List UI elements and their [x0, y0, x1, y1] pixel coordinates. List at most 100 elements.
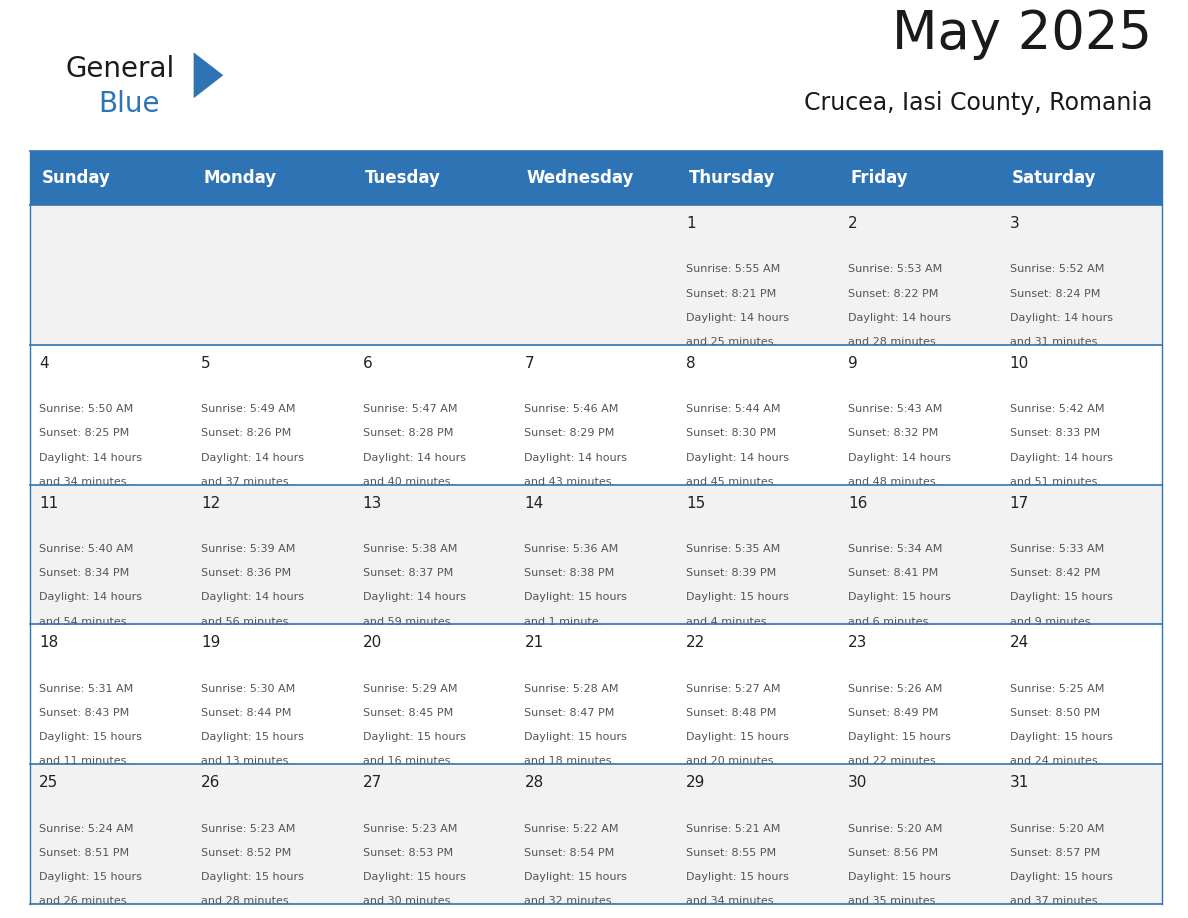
Text: Daylight: 15 hours: Daylight: 15 hours — [524, 592, 627, 602]
Text: 23: 23 — [848, 635, 867, 651]
Text: and 37 minutes.: and 37 minutes. — [1010, 896, 1101, 906]
Text: Sunset: 8:52 PM: Sunset: 8:52 PM — [201, 848, 291, 858]
Text: Sunset: 8:50 PM: Sunset: 8:50 PM — [1010, 708, 1100, 718]
Text: 6: 6 — [362, 355, 372, 371]
Text: Daylight: 14 hours: Daylight: 14 hours — [524, 453, 627, 463]
Text: 2: 2 — [848, 216, 858, 230]
Text: and 34 minutes.: and 34 minutes. — [687, 896, 777, 906]
Text: Sunrise: 5:47 AM: Sunrise: 5:47 AM — [362, 404, 457, 414]
Text: and 51 minutes.: and 51 minutes. — [1010, 476, 1100, 487]
Text: and 48 minutes.: and 48 minutes. — [848, 476, 940, 487]
Text: Sunrise: 5:20 AM: Sunrise: 5:20 AM — [848, 824, 942, 834]
FancyBboxPatch shape — [30, 624, 1162, 765]
Text: Sunset: 8:43 PM: Sunset: 8:43 PM — [39, 708, 129, 718]
Text: Daylight: 15 hours: Daylight: 15 hours — [39, 733, 143, 743]
Text: Daylight: 15 hours: Daylight: 15 hours — [848, 733, 950, 743]
Text: Daylight: 15 hours: Daylight: 15 hours — [687, 733, 789, 743]
Text: Daylight: 15 hours: Daylight: 15 hours — [39, 872, 143, 882]
Text: and 1 minute.: and 1 minute. — [524, 617, 602, 627]
Text: and 22 minutes.: and 22 minutes. — [848, 756, 940, 767]
Text: Sunset: 8:48 PM: Sunset: 8:48 PM — [687, 708, 777, 718]
Text: Daylight: 14 hours: Daylight: 14 hours — [1010, 453, 1113, 463]
Text: Sunset: 8:33 PM: Sunset: 8:33 PM — [1010, 429, 1100, 439]
Polygon shape — [194, 52, 223, 98]
Text: 21: 21 — [524, 635, 544, 651]
Text: 16: 16 — [848, 496, 867, 510]
Text: 26: 26 — [201, 776, 220, 790]
FancyBboxPatch shape — [30, 205, 1162, 344]
Text: 29: 29 — [687, 776, 706, 790]
Text: Sunrise: 5:21 AM: Sunrise: 5:21 AM — [687, 824, 781, 834]
Text: 28: 28 — [524, 776, 544, 790]
Text: Sunset: 8:24 PM: Sunset: 8:24 PM — [1010, 288, 1100, 298]
Text: Daylight: 15 hours: Daylight: 15 hours — [524, 872, 627, 882]
Text: Sunrise: 5:36 AM: Sunrise: 5:36 AM — [524, 544, 619, 554]
Text: Daylight: 14 hours: Daylight: 14 hours — [39, 453, 143, 463]
Text: Sunrise: 5:55 AM: Sunrise: 5:55 AM — [687, 264, 781, 274]
Text: Friday: Friday — [851, 169, 908, 187]
Text: Sunday: Sunday — [42, 169, 110, 187]
Text: Tuesday: Tuesday — [365, 169, 441, 187]
Text: and 32 minutes.: and 32 minutes. — [524, 896, 615, 906]
Text: Sunset: 8:36 PM: Sunset: 8:36 PM — [201, 568, 291, 578]
Text: and 37 minutes.: and 37 minutes. — [201, 476, 292, 487]
Text: Sunset: 8:51 PM: Sunset: 8:51 PM — [39, 848, 129, 858]
Text: Daylight: 15 hours: Daylight: 15 hours — [362, 872, 466, 882]
Text: and 28 minutes.: and 28 minutes. — [201, 896, 292, 906]
Text: Monday: Monday — [203, 169, 277, 187]
Text: Sunrise: 5:38 AM: Sunrise: 5:38 AM — [362, 544, 457, 554]
Text: Sunset: 8:44 PM: Sunset: 8:44 PM — [201, 708, 291, 718]
Text: Daylight: 14 hours: Daylight: 14 hours — [687, 453, 789, 463]
Text: 9: 9 — [848, 355, 858, 371]
Text: 3: 3 — [1010, 216, 1019, 230]
Text: Sunrise: 5:40 AM: Sunrise: 5:40 AM — [39, 544, 133, 554]
Text: 12: 12 — [201, 496, 220, 510]
Text: 7: 7 — [524, 355, 535, 371]
Text: 24: 24 — [1010, 635, 1029, 651]
Text: 14: 14 — [524, 496, 544, 510]
Text: May 2025: May 2025 — [892, 7, 1152, 60]
Text: Sunset: 8:49 PM: Sunset: 8:49 PM — [848, 708, 939, 718]
Text: 20: 20 — [362, 635, 381, 651]
Text: and 20 minutes.: and 20 minutes. — [687, 756, 777, 767]
Text: 25: 25 — [39, 776, 58, 790]
Text: and 9 minutes.: and 9 minutes. — [1010, 617, 1094, 627]
Text: Crucea, Iasi County, Romania: Crucea, Iasi County, Romania — [804, 91, 1152, 115]
Text: and 11 minutes.: and 11 minutes. — [39, 756, 131, 767]
Text: and 40 minutes.: and 40 minutes. — [362, 476, 454, 487]
Text: Daylight: 15 hours: Daylight: 15 hours — [1010, 592, 1112, 602]
Text: Daylight: 14 hours: Daylight: 14 hours — [687, 313, 789, 322]
Text: Thursday: Thursday — [689, 169, 775, 187]
Text: and 54 minutes.: and 54 minutes. — [39, 617, 131, 627]
Text: and 26 minutes.: and 26 minutes. — [39, 896, 131, 906]
Text: Daylight: 15 hours: Daylight: 15 hours — [848, 592, 950, 602]
Text: Sunset: 8:54 PM: Sunset: 8:54 PM — [524, 848, 614, 858]
FancyBboxPatch shape — [30, 765, 1162, 904]
Text: and 25 minutes.: and 25 minutes. — [687, 337, 777, 347]
FancyBboxPatch shape — [30, 485, 1162, 624]
Text: 27: 27 — [362, 776, 381, 790]
Text: Sunset: 8:30 PM: Sunset: 8:30 PM — [687, 429, 776, 439]
Text: Sunrise: 5:29 AM: Sunrise: 5:29 AM — [362, 684, 457, 694]
Text: and 24 minutes.: and 24 minutes. — [1010, 756, 1101, 767]
Text: and 35 minutes.: and 35 minutes. — [848, 896, 939, 906]
Text: Sunset: 8:53 PM: Sunset: 8:53 PM — [362, 848, 453, 858]
Text: Daylight: 14 hours: Daylight: 14 hours — [848, 313, 950, 322]
Text: 15: 15 — [687, 496, 706, 510]
Text: 4: 4 — [39, 355, 49, 371]
Text: 22: 22 — [687, 635, 706, 651]
Text: and 13 minutes.: and 13 minutes. — [201, 756, 292, 767]
Text: 17: 17 — [1010, 496, 1029, 510]
Text: Sunset: 8:22 PM: Sunset: 8:22 PM — [848, 288, 939, 298]
Text: 1: 1 — [687, 216, 696, 230]
Text: Sunrise: 5:43 AM: Sunrise: 5:43 AM — [848, 404, 942, 414]
Text: Sunrise: 5:44 AM: Sunrise: 5:44 AM — [687, 404, 781, 414]
Text: Daylight: 15 hours: Daylight: 15 hours — [362, 733, 466, 743]
Text: Sunset: 8:56 PM: Sunset: 8:56 PM — [848, 848, 939, 858]
Text: and 45 minutes.: and 45 minutes. — [687, 476, 777, 487]
Text: Wednesday: Wednesday — [526, 169, 634, 187]
Text: Sunset: 8:47 PM: Sunset: 8:47 PM — [524, 708, 615, 718]
Text: Sunrise: 5:52 AM: Sunrise: 5:52 AM — [1010, 264, 1104, 274]
Text: and 34 minutes.: and 34 minutes. — [39, 476, 131, 487]
Text: Sunrise: 5:22 AM: Sunrise: 5:22 AM — [524, 824, 619, 834]
